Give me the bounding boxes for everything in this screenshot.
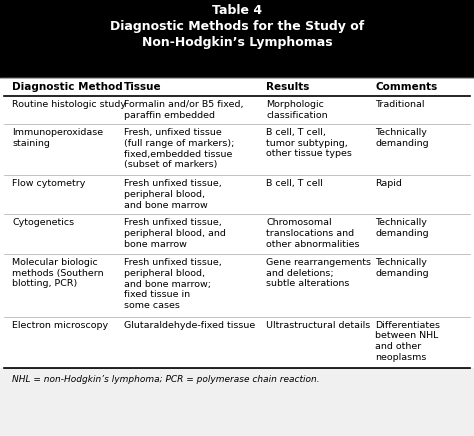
Text: B cell, T cell,
tumor subtyping,
other tissue types: B cell, T cell, tumor subtyping, other t… <box>266 128 352 159</box>
Text: Glutaraldehyde-fixed tissue: Glutaraldehyde-fixed tissue <box>124 320 255 330</box>
Text: Routine histologic study: Routine histologic study <box>12 100 127 109</box>
Text: Fresh unfixed tissue,
peripheral blood,
and bone marrow;
fixed tissue in
some ca: Fresh unfixed tissue, peripheral blood, … <box>124 258 222 310</box>
Text: B cell, T cell: B cell, T cell <box>266 179 323 188</box>
Text: Rapid: Rapid <box>375 179 402 188</box>
Text: Technically
demanding: Technically demanding <box>375 218 428 238</box>
Text: Morphologic
classification: Morphologic classification <box>266 100 328 120</box>
Text: NHL = non-Hodgkin’s lymphoma; PCR = polymerase chain reaction.: NHL = non-Hodgkin’s lymphoma; PCR = poly… <box>12 375 320 384</box>
Text: Molecular biologic
methods (Southern
blotting, PCR): Molecular biologic methods (Southern blo… <box>12 258 104 289</box>
Text: Differentiates
between NHL
and other
neoplasms: Differentiates between NHL and other neo… <box>375 320 440 362</box>
Text: Electron microscopy: Electron microscopy <box>12 320 109 330</box>
Text: Table 4: Table 4 <box>212 4 262 17</box>
Bar <box>0 0 474 78</box>
Text: Results: Results <box>266 82 310 92</box>
Text: Gene rearrangements
and deletions;
subtle alterations: Gene rearrangements and deletions; subtl… <box>266 258 371 289</box>
Text: Tissue: Tissue <box>124 82 162 92</box>
Text: Comments: Comments <box>375 82 438 92</box>
Text: Fresh, unfixed tissue
(full range of markers);
fixed,embedded tissue
(subset of : Fresh, unfixed tissue (full range of mar… <box>124 128 234 169</box>
Text: Diagnostic Methods for the Study of: Diagnostic Methods for the Study of <box>110 20 364 33</box>
Text: Ultrastructural details: Ultrastructural details <box>266 320 370 330</box>
Text: Cytogenetics: Cytogenetics <box>12 218 74 228</box>
Text: Flow cytometry: Flow cytometry <box>12 179 86 188</box>
Text: Technically
demanding: Technically demanding <box>375 128 428 148</box>
Text: Chromosomal
translocations and
other abnormalities: Chromosomal translocations and other abn… <box>266 218 360 249</box>
Text: Traditional: Traditional <box>375 100 425 109</box>
Text: Formalin and/or B5 fixed,
paraffin embedded: Formalin and/or B5 fixed, paraffin embed… <box>124 100 243 120</box>
Text: Non-Hodgkin’s Lymphomas: Non-Hodgkin’s Lymphomas <box>142 36 332 49</box>
Text: Diagnostic Method: Diagnostic Method <box>12 82 123 92</box>
Text: Fresh unfixed tissue,
peripheral blood,
and bone marrow: Fresh unfixed tissue, peripheral blood, … <box>124 179 222 210</box>
Bar <box>0 368 474 395</box>
Text: Technically
demanding: Technically demanding <box>375 258 428 278</box>
Bar <box>0 78 474 368</box>
Text: Immunoperoxidase
staining: Immunoperoxidase staining <box>12 128 104 148</box>
Text: Fresh unfixed tissue,
peripheral blood, and
bone marrow: Fresh unfixed tissue, peripheral blood, … <box>124 218 226 249</box>
